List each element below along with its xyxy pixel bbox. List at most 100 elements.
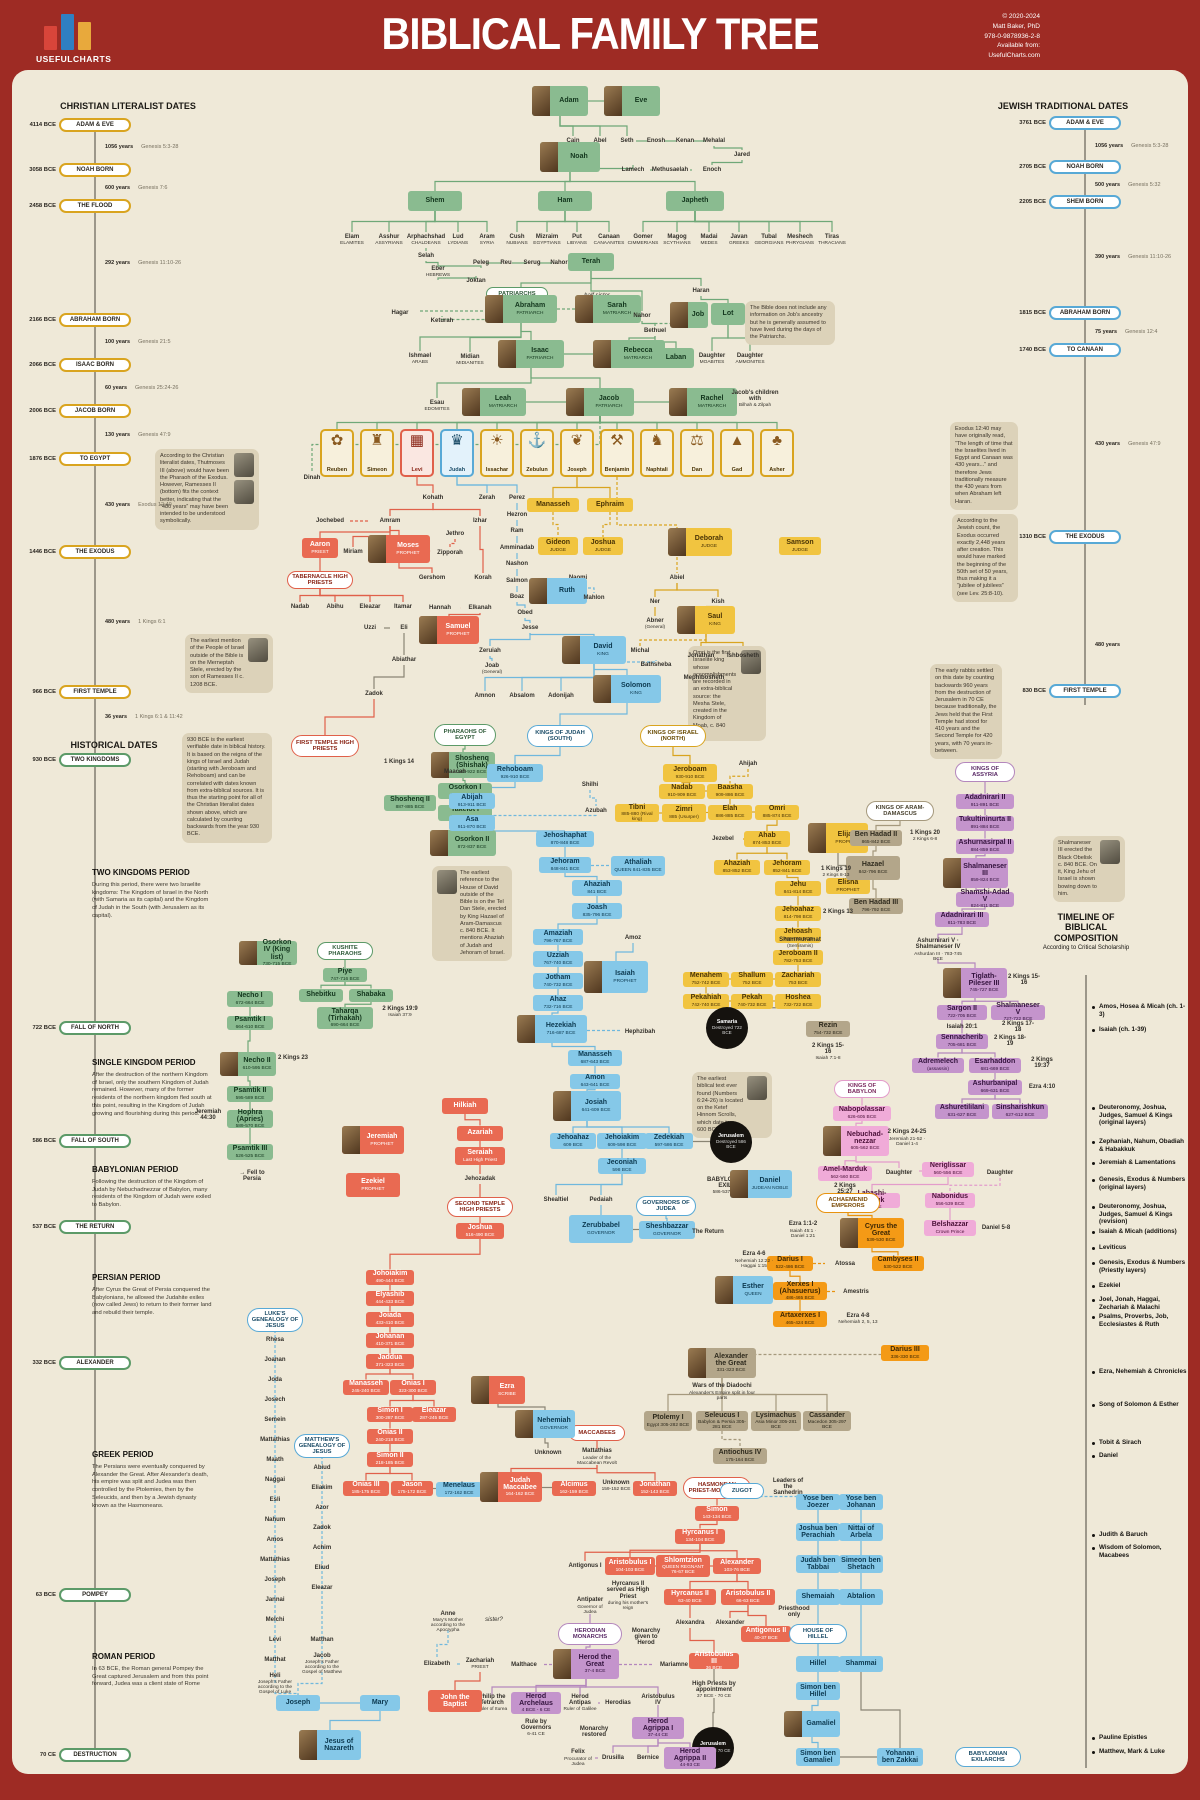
node-sublabel: 586-537 BCE [712,1190,742,1196]
node-label: Joshua [467,1224,493,1232]
isa20: Isaiah 20:1 [942,1022,982,1032]
aristobulus3: Aristobulus III 36 BCE [689,1651,739,1671]
shabaka: Shabaka [349,988,393,1002]
t-simeon: ♜ Simeon [360,429,394,477]
daughterb2: Daughter [980,1168,1020,1178]
node-sublabel: Ruler of Galilee [563,1707,597,1713]
node-label: Josiah [584,1099,608,1107]
node-text: Johanan 410-371 BCE [366,1332,414,1347]
node-sublabel: 4 BCE - 6 CE [521,1708,551,1714]
node-text: Abihu [315,603,355,611]
naggai: Naggai [255,1475,295,1485]
node-text: Shalmaneser III 859-824 BCE [961,862,1009,885]
node-text: Aram SYRIA [467,233,507,247]
node-sublabel: 687-643 BCE [580,1059,610,1065]
portrait-image [715,1276,733,1304]
node-label: Yose ben Joezer [802,1494,834,1509]
node-label: Ezekiel [361,1178,385,1186]
node-text: BABYLONIAN EXILARCHS [956,1750,1020,1764]
node-sublabel: 560-556 BCE [933,1170,963,1176]
node-label: Matthan [310,1636,334,1643]
node-sublabel: 870-848 BCE [550,840,580,846]
node-sublabel: 610-595 BCE [242,1065,272,1071]
node-text: Javan GREEKS [719,233,759,247]
node-label: Haran [692,287,710,294]
node-text: Ezra 4-8 Nehemiah 2, 5, 13 [836,1312,880,1326]
node-label: 2 Kings 23 [277,1054,308,1061]
event-noah-born: NOAH BORN 3058 BCE [29,163,131,177]
node-text: Antipater Governor of Judea [570,1596,610,1615]
jonathan: Jonathan [681,651,721,661]
node-text: Amel-Marduk 562-560 BCE [818,1165,872,1180]
node-sublabel: 798-782 BCE [783,936,813,942]
node-label: Bathsheba [640,661,672,668]
node-sublabel: 690-664 BCE [330,1023,360,1029]
node-text: Nadab [280,603,320,611]
antipas: Herod Antipas Ruler of Galilee [560,1693,600,1714]
node-label: Herod Agrippa II [673,1747,707,1762]
portrait-image [515,1410,533,1438]
edge-agrippa1-bernice [647,1739,659,1753]
node-sublabel: 152-143 BCE [640,1489,670,1495]
node-text: Nahor [622,312,662,320]
cambyses: Cambyses II 530-522 BCE [872,1255,924,1271]
node-sublabel: Last High Priest [463,1157,497,1163]
node-sublabel: 930-910 BCE [675,774,705,780]
node-sublabel: 672-664 BCE [235,1000,265,1006]
gap-600-years: 600 years Genesis 7:6 [105,185,168,191]
node-label: Daughter [885,1169,913,1176]
pekah: Pekah 740-732 BCE [731,993,773,1009]
node-sublabel: Asia Minor 305-281 BCE [755,1420,797,1431]
composition-item-wisdom-of-solomon-macabees: Wisdom of Solomon, Macabees [1092,1544,1189,1559]
jehorami: Jehoram 852-841 BCE [764,859,810,875]
node-text: Isaac PATRIARCH [516,346,564,361]
node-label: KINGS OF ARAM-DAMASCUS [875,804,925,817]
edge-shamshi-adad3 [961,906,986,912]
node-text: Elizabeth [417,1660,457,1668]
node-label: Esther [742,1283,764,1291]
node-text: Herod Antipas Ruler of Galilee [560,1693,600,1714]
composition-item-deuteronomy-joshua-judges-samuel-kings-revision: Deuteronomy, Joshua, Judges, Samuel & Ki… [1092,1203,1189,1226]
node-sublabel: 40-37 BCE [754,1635,778,1641]
edge-simonbh-gamaliel [811,1700,819,1711]
node-label: Piye [337,968,353,976]
node-sublabel: Alexander's Empire split in four parts [689,1390,755,1401]
node-text: Alexander [710,1619,750,1627]
node-text: Malthace [504,1661,544,1669]
node-label: Isaac [531,347,549,355]
node-text: Judah ben Tabbai [796,1556,840,1573]
node-sublabel: 589-570 BCE [235,1124,265,1130]
event-alexander: ALEXANDER 332 BCE [32,1356,131,1370]
node-text: 2 Kings 15-16 Isaiah 7:1-8 [808,1042,848,1063]
edge-psamtik1-necho2 [247,1030,251,1052]
edge-mehalal-jared [713,146,743,150]
node-label: Methusaelah [651,166,689,173]
node-text: Enoch [692,166,732,174]
composition-item-joel-jonah-haggai-zechariah-malachi: Joel, Jonah, Haggai, Zechariah & Malachi [1092,1296,1189,1311]
node-label: Cain [566,137,580,144]
node-sublabel: 742-740 BCE [691,1002,721,1008]
node-sublabel: GOVERNOR [540,1425,568,1431]
node-text: Midian MIDIANITES [450,353,490,367]
neriglissar: Neriglissar 560-556 BCE [922,1161,974,1177]
node-label: Onias III [352,1481,380,1489]
gap-reference: 1 Kings 6:1 [138,619,166,625]
node-sublabel: Babylon & Persia 305-281 BCE [698,1420,746,1431]
event-date: 1446 BCE [29,549,56,555]
node-label: Eve [634,97,648,105]
node-text: Izhar [460,517,500,525]
edge-abiel-ner [654,583,678,597]
node-sublabel: QUEEN 841-835 BCE [614,867,662,873]
node-text: Darius III 336-330 BCE [881,1345,929,1360]
node-label: Serug [523,259,541,266]
node-label: Monarchy given to Herod [631,1627,661,1647]
koj: KINGS OF JUDAH (SOUTH) [527,725,593,747]
zerah: Zerah [467,493,507,503]
pekahiah: Pekahiah 742-740 BCE [683,993,729,1009]
node-text: Antigonus I [565,1562,605,1570]
node-label: Gideon [545,539,571,547]
node-sublabel: 371-323 BCE [375,1362,405,1368]
node-text: Ishmael ARABS [400,352,440,366]
node-text: Shalmaneser V 727-722 BCE [991,1001,1045,1024]
